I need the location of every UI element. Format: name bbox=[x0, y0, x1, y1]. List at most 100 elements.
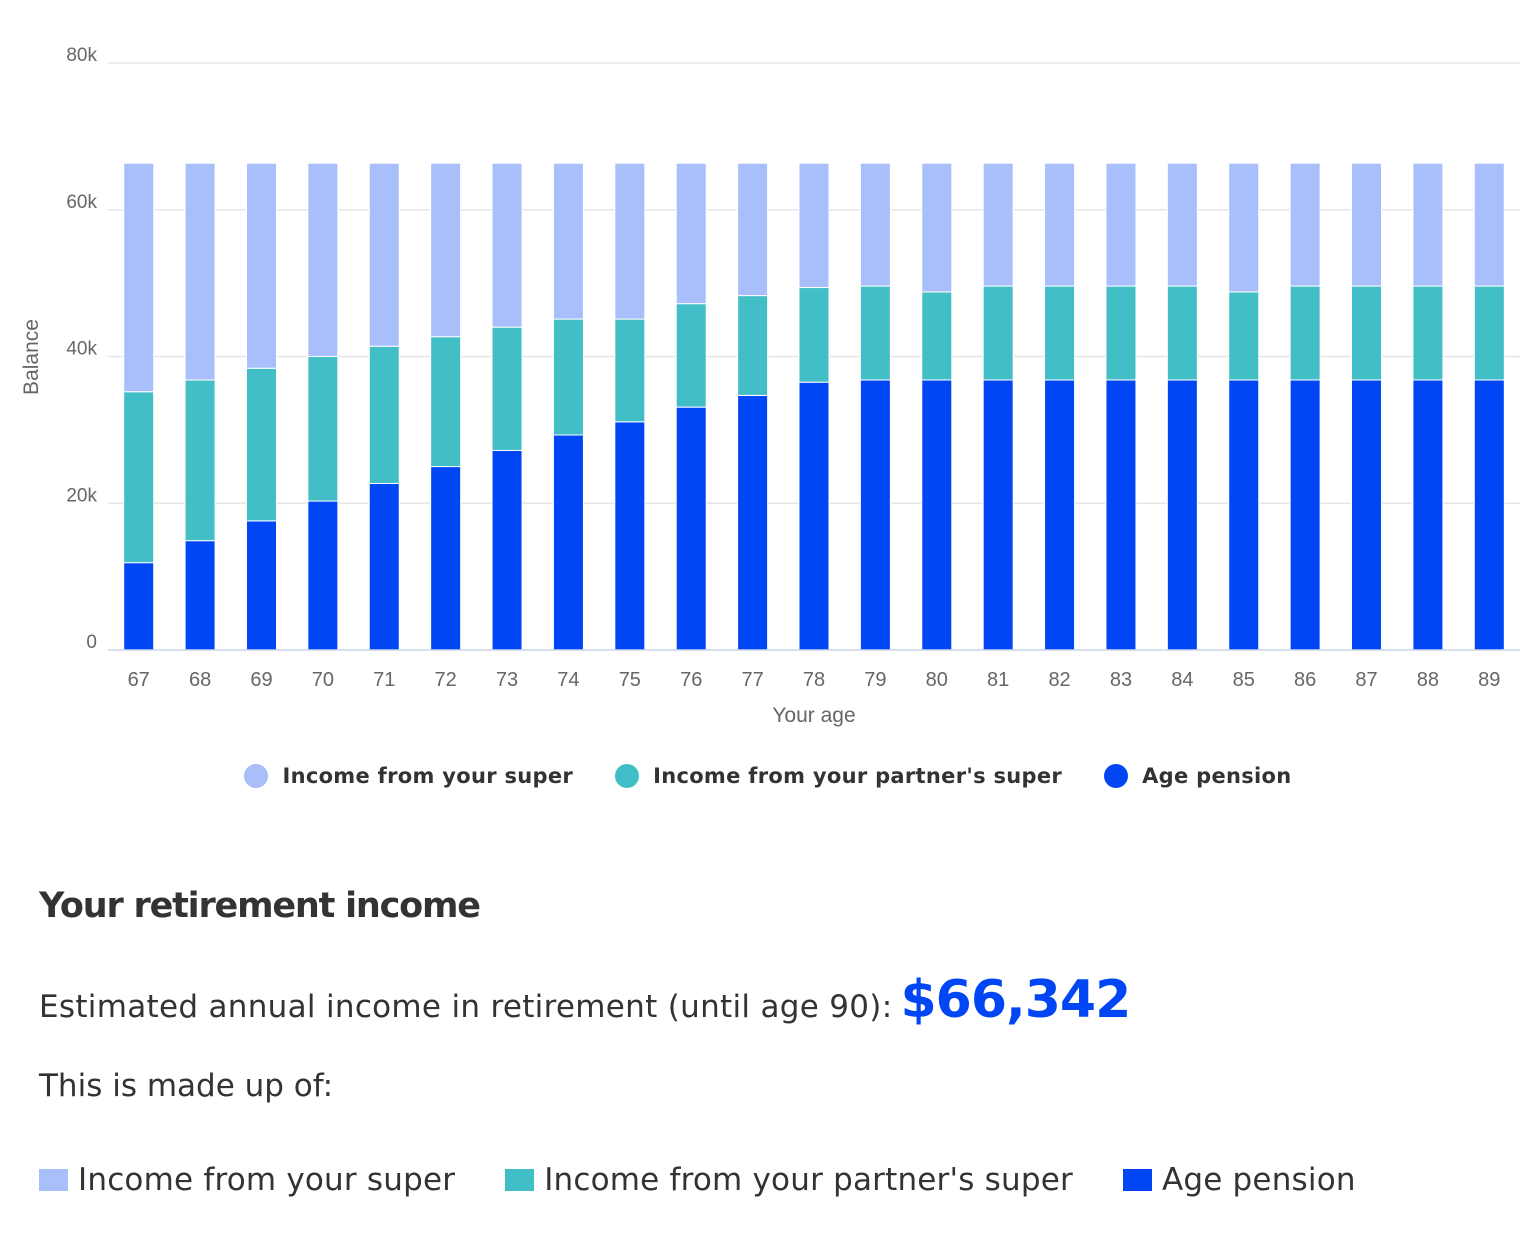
bar-segment[interactable] bbox=[1289, 162, 1321, 287]
bar-stack-age-88[interactable] bbox=[1412, 162, 1444, 651]
bar-segment[interactable] bbox=[675, 162, 707, 305]
legend-item-partner-super[interactable]: Income from your partner's super bbox=[615, 764, 1062, 788]
legend-item-age-pension[interactable]: Age pension bbox=[1104, 764, 1291, 788]
bar-stack-age-89[interactable] bbox=[1473, 162, 1505, 651]
bar-segment[interactable] bbox=[1105, 285, 1137, 381]
bar-segment[interactable] bbox=[1228, 291, 1260, 381]
bar-stack-age-71[interactable] bbox=[368, 162, 400, 651]
bar-segment[interactable] bbox=[798, 381, 830, 651]
legend-item-your-super[interactable]: Income from your super bbox=[244, 764, 573, 788]
bar-stack-age-69[interactable] bbox=[245, 162, 277, 651]
bar-segment[interactable] bbox=[184, 540, 216, 651]
bar-segment[interactable] bbox=[368, 482, 400, 651]
bar-segment[interactable] bbox=[982, 285, 1014, 381]
bar-stack-age-72[interactable] bbox=[430, 162, 462, 651]
x-tick-label: 74 bbox=[557, 669, 579, 691]
bar-stack-age-79[interactable] bbox=[859, 162, 891, 651]
bar-segment[interactable] bbox=[1412, 162, 1444, 287]
chart-bars[interactable] bbox=[123, 162, 1505, 651]
bar-segment[interactable] bbox=[675, 303, 707, 408]
bar-stack-age-78[interactable] bbox=[798, 162, 830, 651]
bar-segment[interactable] bbox=[614, 318, 646, 423]
bar-segment[interactable] bbox=[1166, 379, 1198, 651]
bar-segment[interactable] bbox=[184, 379, 216, 542]
bar-segment[interactable] bbox=[859, 379, 891, 651]
bar-segment[interactable] bbox=[859, 162, 891, 287]
bar-segment[interactable] bbox=[552, 434, 584, 651]
bar-segment[interactable] bbox=[245, 520, 277, 651]
bar-segment[interactable] bbox=[368, 345, 400, 484]
bar-stack-age-67[interactable] bbox=[123, 162, 155, 651]
bar-stack-age-70[interactable] bbox=[307, 162, 339, 651]
breakdown-item-age-pension: Age pension bbox=[1122, 1162, 1356, 1198]
bar-segment[interactable] bbox=[859, 285, 891, 381]
bar-segment[interactable] bbox=[1412, 379, 1444, 651]
bar-segment[interactable] bbox=[184, 162, 216, 381]
bar-segment[interactable] bbox=[245, 162, 277, 369]
bar-segment[interactable] bbox=[921, 162, 953, 293]
bar-segment[interactable] bbox=[123, 562, 155, 651]
bar-segment[interactable] bbox=[1105, 379, 1137, 651]
bar-segment[interactable] bbox=[1473, 379, 1505, 651]
bar-stack-age-68[interactable] bbox=[184, 162, 216, 651]
bar-stack-age-82[interactable] bbox=[1044, 162, 1076, 651]
bar-stack-age-80[interactable] bbox=[921, 162, 953, 651]
bar-segment[interactable] bbox=[1412, 285, 1444, 381]
bar-segment[interactable] bbox=[737, 295, 769, 396]
bar-stack-age-84[interactable] bbox=[1166, 162, 1198, 651]
bar-stack-age-83[interactable] bbox=[1105, 162, 1137, 651]
bar-segment[interactable] bbox=[123, 391, 155, 564]
bar-segment[interactable] bbox=[1166, 162, 1198, 287]
bar-segment[interactable] bbox=[1473, 162, 1505, 287]
bar-segment[interactable] bbox=[1289, 379, 1321, 651]
bar-stack-age-74[interactable] bbox=[552, 162, 584, 651]
bar-segment[interactable] bbox=[368, 162, 400, 347]
bar-segment[interactable] bbox=[675, 406, 707, 651]
bar-segment[interactable] bbox=[1228, 379, 1260, 651]
bar-segment[interactable] bbox=[798, 162, 830, 289]
x-tick-label: 67 bbox=[128, 669, 150, 691]
bar-stack-age-77[interactable] bbox=[737, 162, 769, 651]
bar-segment[interactable] bbox=[1289, 285, 1321, 381]
bar-segment[interactable] bbox=[307, 162, 339, 357]
bar-segment[interactable] bbox=[982, 379, 1014, 651]
bar-segment[interactable] bbox=[491, 162, 523, 328]
bar-segment[interactable] bbox=[491, 449, 523, 651]
bar-stack-age-86[interactable] bbox=[1289, 162, 1321, 651]
bar-segment[interactable] bbox=[737, 162, 769, 297]
bar-stack-age-87[interactable] bbox=[1351, 162, 1383, 651]
bar-segment[interactable] bbox=[552, 162, 584, 320]
bar-segment[interactable] bbox=[430, 466, 462, 651]
bar-segment[interactable] bbox=[491, 326, 523, 451]
bar-stack-age-73[interactable] bbox=[491, 162, 523, 651]
bar-segment[interactable] bbox=[737, 394, 769, 651]
bar-segment[interactable] bbox=[1351, 162, 1383, 287]
bar-stack-age-81[interactable] bbox=[982, 162, 1014, 651]
bar-stack-age-75[interactable] bbox=[614, 162, 646, 651]
bar-segment[interactable] bbox=[1351, 285, 1383, 381]
bar-segment[interactable] bbox=[430, 162, 462, 338]
bar-stack-age-76[interactable] bbox=[675, 162, 707, 651]
bar-segment[interactable] bbox=[1044, 285, 1076, 381]
bar-segment[interactable] bbox=[1473, 285, 1505, 381]
bar-segment[interactable] bbox=[245, 367, 277, 522]
bar-segment[interactable] bbox=[1044, 162, 1076, 287]
bar-segment[interactable] bbox=[614, 421, 646, 651]
bar-segment[interactable] bbox=[921, 379, 953, 651]
bar-segment[interactable] bbox=[982, 162, 1014, 287]
bar-segment[interactable] bbox=[921, 291, 953, 381]
bar-segment[interactable] bbox=[1351, 379, 1383, 651]
bar-segment[interactable] bbox=[307, 500, 339, 651]
bar-segment[interactable] bbox=[123, 162, 155, 393]
bar-stack-age-85[interactable] bbox=[1228, 162, 1260, 651]
bar-segment[interactable] bbox=[552, 318, 584, 436]
bar-segment[interactable] bbox=[1166, 285, 1198, 381]
bar-segment[interactable] bbox=[1044, 379, 1076, 651]
bar-segment[interactable] bbox=[798, 287, 830, 383]
x-tick-label: 85 bbox=[1233, 669, 1255, 691]
bar-segment[interactable] bbox=[1105, 162, 1137, 287]
bar-segment[interactable] bbox=[1228, 162, 1260, 293]
bar-segment[interactable] bbox=[614, 162, 646, 320]
bar-segment[interactable] bbox=[430, 336, 462, 468]
bar-segment[interactable] bbox=[307, 356, 339, 502]
